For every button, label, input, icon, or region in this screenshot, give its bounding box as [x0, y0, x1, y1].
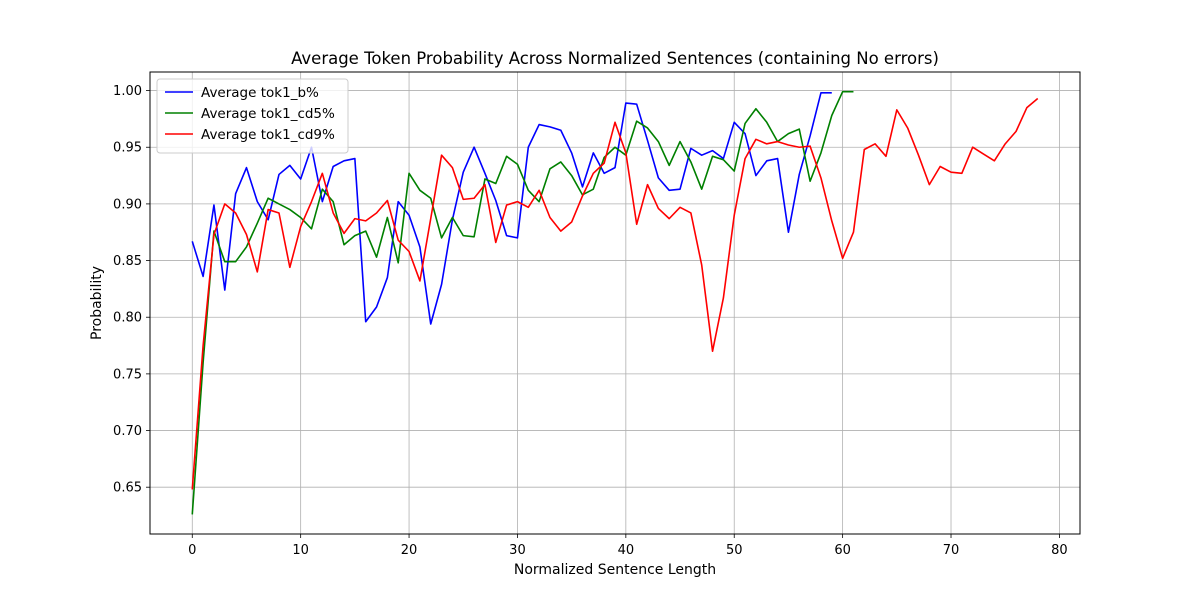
- legend-label-3: Average tok1_cd9%: [201, 127, 335, 143]
- y-tick-label: 0.90: [113, 197, 142, 212]
- y-tick-label: 0.80: [113, 311, 142, 326]
- plot-area-frame: [149, 71, 1081, 535]
- legend-label-2: Average tok1_cd5%: [201, 106, 335, 122]
- y-tick-label: 0.75: [113, 367, 142, 382]
- legend-box: [156, 78, 349, 154]
- x-tick-label: 30: [509, 543, 526, 558]
- x-tick-label: 60: [834, 543, 851, 558]
- series-lines: [191, 90, 1039, 515]
- x-tick-label: 70: [943, 543, 960, 558]
- y-axis-label: Probability: [89, 266, 105, 340]
- legend: Average tok1_b% Average tok1_cd5% Average …: [156, 78, 349, 154]
- series-line-3: [191, 97, 1039, 490]
- legend-label-1: Average tok1_b%: [201, 85, 319, 101]
- y-tick-label: 1.00: [113, 84, 142, 99]
- x-tick-label: 20: [401, 543, 418, 558]
- y-tick-label: 0.85: [113, 254, 142, 269]
- x-axis-label: Normalized Sentence Length: [514, 562, 716, 578]
- chart-title: Average Token Probability Across Normali…: [291, 49, 939, 68]
- x-tick-label: 40: [618, 543, 635, 558]
- x-tick-label: 50: [726, 543, 743, 558]
- series-line-2: [191, 90, 854, 515]
- y-tick-label: 0.65: [113, 481, 142, 496]
- y-tick-label: 0.95: [113, 141, 142, 156]
- series-line-1: [191, 92, 832, 325]
- axis-ticks: 0 10 20 30 40 50 60 70 80 0.65 0.70 0.75 0.80 0.85 0.9…: [113, 84, 1068, 558]
- y-tick-label: 0.70: [113, 424, 142, 439]
- x-tick-label: 0: [188, 543, 196, 558]
- grid-lines: [150, 72, 1080, 534]
- x-tick-label: 80: [1051, 543, 1068, 558]
- x-tick-label: 10: [292, 543, 309, 558]
